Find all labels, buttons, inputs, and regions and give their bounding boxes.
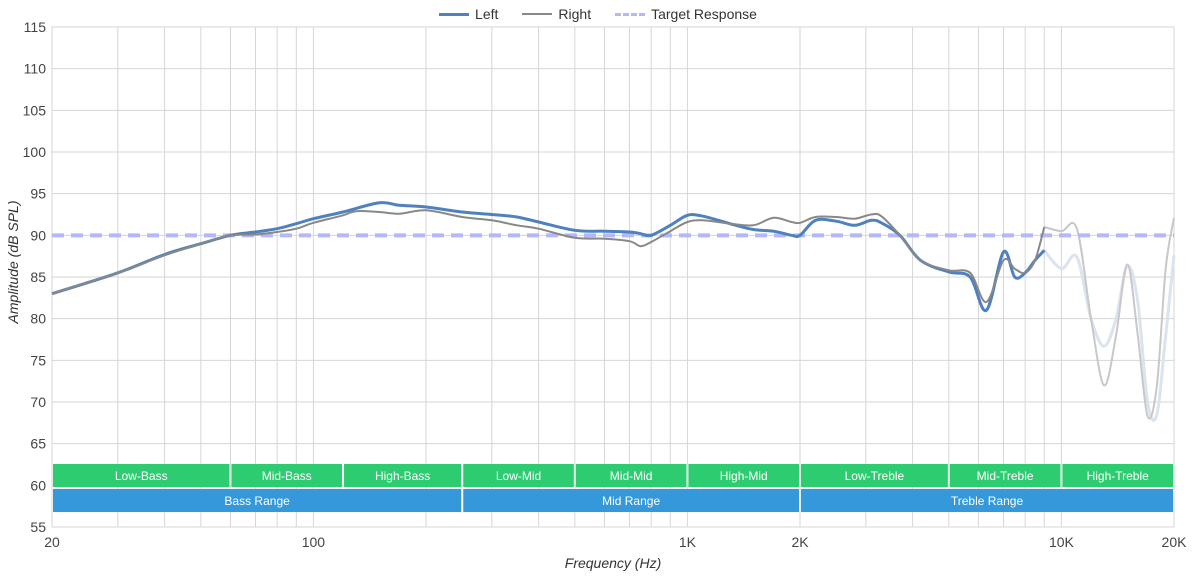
legend-swatch-right bbox=[522, 13, 553, 15]
range-band-label: Mid-Treble bbox=[977, 469, 1034, 483]
legend-swatch-target bbox=[615, 12, 646, 16]
y-tick-label: 55 bbox=[30, 519, 46, 535]
y-tick-label: 95 bbox=[30, 186, 46, 202]
range-band bbox=[949, 464, 1061, 487]
x-axis-title: Frequency (Hz) bbox=[565, 555, 661, 571]
range-band bbox=[53, 489, 462, 512]
y-tick-label: 70 bbox=[30, 394, 46, 410]
legend-swatch-left bbox=[439, 12, 470, 16]
y-tick-label: 115 bbox=[24, 19, 47, 35]
y-tick-label: 105 bbox=[23, 102, 47, 118]
range-band-label: Mid-Bass bbox=[262, 469, 312, 483]
y-tick-label: 65 bbox=[30, 436, 46, 452]
legend-item-right[interactable]: Right bbox=[522, 6, 591, 22]
range-band-label: Mid-Mid bbox=[610, 469, 653, 483]
y-tick-label: 100 bbox=[23, 144, 47, 160]
legend-label-left: Left bbox=[475, 6, 499, 22]
axes: 55 60 65 70 75 80 85 90 95 100 105 110 115 20 100 1K 2K 1… bbox=[23, 19, 1187, 550]
y-tick-label: 90 bbox=[30, 227, 46, 243]
x-tick-label: 20K bbox=[1162, 534, 1188, 550]
range-band bbox=[463, 489, 799, 512]
range-bands: Low-Bass Mid-Bass High-Bass Low-Mid Mid-Mid H… bbox=[53, 464, 1173, 512]
range-band bbox=[575, 464, 687, 487]
chart-legend: Left Right Target Response bbox=[0, 4, 1196, 24]
series-lines bbox=[51, 201, 1176, 422]
range-band-label: Low-Treble bbox=[845, 469, 905, 483]
range-band-label: Mid Range bbox=[602, 494, 660, 508]
range-band bbox=[53, 464, 230, 487]
x-tick-label: 2K bbox=[791, 534, 809, 550]
y-tick-label: 85 bbox=[30, 269, 46, 285]
legend-item-target[interactable]: Target Response bbox=[615, 6, 757, 22]
range-band-label: Low-Mid bbox=[496, 469, 541, 483]
y-tick-label: 75 bbox=[30, 352, 46, 368]
y-tick-label: 110 bbox=[24, 61, 47, 77]
series-line-right bbox=[51, 209, 1046, 303]
range-band bbox=[801, 464, 948, 487]
range-band bbox=[231, 464, 343, 487]
legend-label-right: Right bbox=[558, 6, 592, 22]
range-band bbox=[344, 464, 462, 487]
range-band bbox=[463, 464, 574, 487]
range-band-label: Low-Bass bbox=[115, 469, 168, 483]
legend-label-target: Target Response bbox=[651, 6, 757, 22]
x-tick-label: 1K bbox=[679, 534, 697, 550]
series-extension-right bbox=[1044, 217, 1175, 420]
x-tick-label: 100 bbox=[302, 534, 326, 550]
range-band-label: High-Mid bbox=[720, 469, 768, 483]
y-axis-title: Amplitude (dB SPL) bbox=[5, 201, 21, 325]
range-band bbox=[801, 489, 1173, 512]
x-tick-label: 20 bbox=[44, 534, 60, 550]
range-band-label: Treble Range bbox=[951, 494, 1024, 508]
range-band-label: Bass Range bbox=[224, 494, 290, 508]
range-band-label: High-Bass bbox=[375, 469, 430, 483]
series-extension-left bbox=[1043, 249, 1176, 422]
range-band bbox=[688, 464, 799, 487]
range-band bbox=[1062, 464, 1173, 487]
grid-lines bbox=[51, 26, 1175, 528]
legend-item-left[interactable]: Left bbox=[439, 6, 498, 22]
range-band-label: High-Treble bbox=[1087, 469, 1150, 483]
y-tick-label: 80 bbox=[30, 311, 46, 327]
x-tick-label: 10K bbox=[1049, 534, 1075, 550]
y-tick-label: 60 bbox=[30, 477, 46, 493]
